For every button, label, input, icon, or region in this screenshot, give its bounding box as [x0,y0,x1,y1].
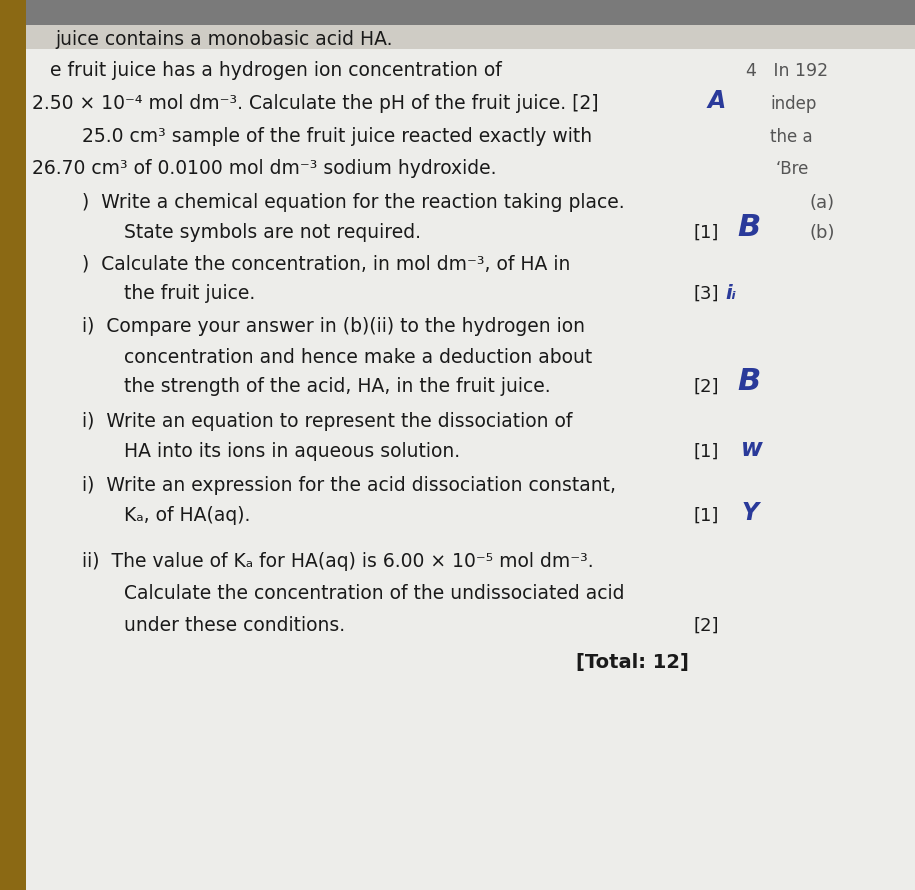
Text: 4   In 192: 4 In 192 [746,62,828,80]
Text: B: B [737,213,760,242]
Text: e fruit juice has a hydrogen ion concentration of: e fruit juice has a hydrogen ion concent… [50,61,502,80]
Text: the a: the a [770,128,813,146]
Text: the fruit juice.: the fruit juice. [124,284,254,303]
Text: 26.70 cm³ of 0.0100 mol dm⁻³ sodium hydroxide.: 26.70 cm³ of 0.0100 mol dm⁻³ sodium hydr… [32,159,497,178]
Text: )  Calculate the concentration, in mol dm⁻³, of HA in: ) Calculate the concentration, in mol dm… [82,255,571,273]
Text: [2]: [2] [694,617,719,635]
Text: [Total: 12]: [Total: 12] [576,653,689,672]
Text: State symbols are not required.: State symbols are not required. [124,223,421,242]
Text: Y: Y [741,501,759,525]
Text: [1]: [1] [694,507,719,525]
Text: [1]: [1] [694,224,719,242]
Text: under these conditions.: under these conditions. [124,616,345,635]
Text: i)  Write an expression for the acid dissociation constant,: i) Write an expression for the acid diss… [82,476,617,495]
Text: HA into its ions in aqueous solution.: HA into its ions in aqueous solution. [124,442,459,461]
Text: the strength of the acid, HA, in the fruit juice.: the strength of the acid, HA, in the fru… [124,377,550,396]
Text: concentration and hence make a deduction about: concentration and hence make a deduction… [124,348,592,367]
Text: [1]: [1] [694,443,719,461]
Text: B: B [737,367,760,396]
Text: i)  Write an equation to represent the dissociation of: i) Write an equation to represent the di… [82,412,573,431]
Bar [26,25,915,49]
Text: [3]: [3] [694,285,719,303]
Text: 2.50 × 10⁻⁴ mol dm⁻³. Calculate the pH of the fruit juice. [2]: 2.50 × 10⁻⁴ mol dm⁻³. Calculate the pH o… [32,94,598,113]
Text: 25.0 cm³ sample of the fruit juice reacted exactly with: 25.0 cm³ sample of the fruit juice react… [82,127,593,146]
Text: Kₐ, of HA(aq).: Kₐ, of HA(aq). [124,506,250,525]
Text: (a): (a) [810,194,834,212]
Text: juice contains a monobasic acid HA.: juice contains a monobasic acid HA. [55,30,393,49]
Text: ii)  The value of Kₐ for HA(aq) is 6.00 × 10⁻⁵ mol dm⁻³.: ii) The value of Kₐ for HA(aq) is 6.00 ×… [82,553,594,571]
Text: i)  Compare your answer in (b)(ii) to the hydrogen ion: i) Compare your answer in (b)(ii) to the… [82,318,586,336]
Bar [26,0,915,25]
Text: ‘Bre: ‘Bre [776,160,809,178]
Text: indep: indep [770,95,817,113]
Text: [2]: [2] [694,378,719,396]
Text: w: w [741,437,763,461]
Text: (b): (b) [810,224,835,242]
Text: A: A [707,89,726,113]
Text: Calculate the concentration of the undissociated acid: Calculate the concentration of the undis… [124,585,624,603]
Text: iᵢ: iᵢ [726,284,737,303]
Bar [0,0,26,890]
Text: )  Write a chemical equation for the reaction taking place.: ) Write a chemical equation for the reac… [82,193,625,212]
